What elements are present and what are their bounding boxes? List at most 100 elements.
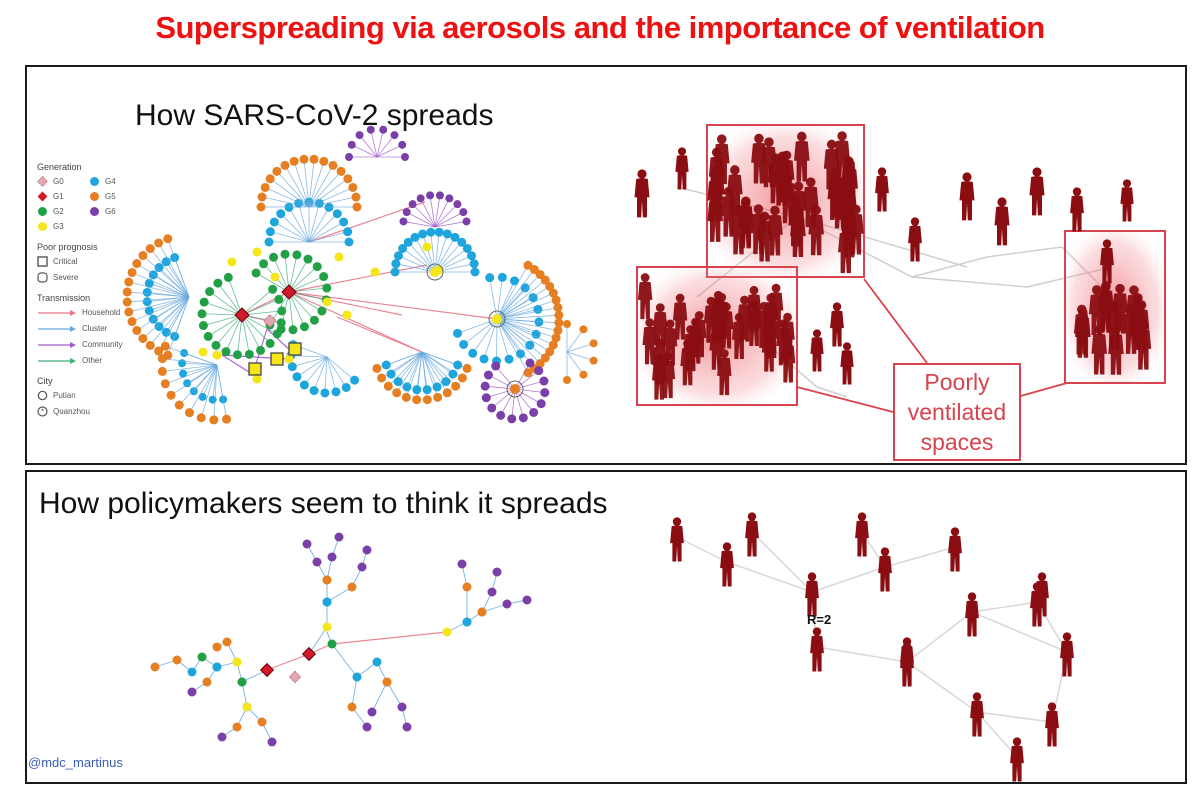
legend-generation-g2: G2 [37,206,85,217]
person-silhouette [1135,319,1152,370]
network-node [154,263,164,273]
network-node [132,325,142,335]
network-node [347,140,356,149]
putian-marker-icon [37,390,48,401]
person-silhouette [1108,324,1124,375]
network-node [198,321,208,331]
legend-prognosis-items: Critical Severe [37,256,137,283]
legend-transmission-title: Transmission [37,293,91,303]
network-node [453,200,462,209]
network-node [350,375,360,385]
network-node [536,399,546,409]
network-node [430,267,440,277]
network-node [312,557,322,567]
network-node [477,607,487,617]
person-silhouette [707,192,723,242]
person-silhouette [994,197,1010,246]
network-node [408,200,417,209]
network-node [453,328,463,338]
network-node [347,702,357,712]
network-node [292,372,302,382]
callout-line-1: Poorly [924,369,990,395]
network-node [244,349,254,359]
network-node [339,217,349,227]
bottom-panel: How policymakers seem to think it spread… [25,470,1187,784]
network-node [322,622,332,632]
network-node [352,672,362,682]
network-node [199,297,209,307]
network-legend: Generation G0 G4 G1 G5 G2 G6 G3 Poor prognosis… [37,162,137,422]
network-node [345,153,353,161]
network-node [397,702,407,712]
network-node [383,381,393,391]
network-node [331,387,341,397]
linear-spread-network-diagram [150,532,532,747]
person-silhouette [675,147,689,190]
network-node [319,272,329,282]
node-cluster [563,320,598,384]
network-node [402,208,411,217]
network-node [265,227,275,237]
legend-generation-g1: G1 [37,191,85,202]
network-node [272,166,282,176]
person-silhouette [1029,167,1045,216]
network-node [462,243,472,253]
network-node [142,297,152,307]
person-silhouette [672,293,688,340]
network-node [344,237,354,247]
network-node [187,687,197,697]
network-node [497,272,507,282]
network-node [390,131,399,140]
network-node [579,325,588,334]
network-node [545,281,555,291]
network-node [309,386,319,396]
network-node [442,627,452,637]
network-node [401,392,411,402]
network-node [145,244,155,254]
person-silhouette [793,131,810,182]
network-node [433,392,443,402]
person-silhouette [965,592,979,637]
network-node [403,237,413,247]
network-node [418,229,428,239]
network-node [355,131,364,140]
legend-generation-label: G4 [105,177,116,186]
person-silhouette [1035,572,1049,617]
network-node [280,160,290,170]
network-node [457,237,467,247]
bottom-panel-heading: How policymakers seem to think it spread… [39,487,608,520]
person-silhouette [1100,239,1114,284]
network-node [372,363,382,373]
network-node [492,567,502,577]
person-silhouette [778,150,795,201]
person-silhouette [652,338,667,385]
network-node [529,407,539,417]
network-node [481,393,491,403]
network-node [551,333,561,343]
network-node [462,217,471,226]
person-silhouette [802,177,819,228]
network-node [496,410,506,420]
person-silhouette [713,134,730,185]
network-node [589,356,598,365]
network-node [462,617,472,627]
network-node [435,191,444,200]
person-silhouette [660,352,676,399]
network-node [251,268,261,278]
network-node [441,377,451,387]
network-node [185,408,194,418]
legend-generation-label: G2 [53,207,64,216]
network-node [265,338,275,348]
person-silhouette [746,285,762,332]
legend-generation-items: G0 G4 G1 G5 G2 G6 G3 [37,176,137,232]
person-silhouette [1010,737,1024,782]
network-node [554,310,564,320]
network-node [362,722,372,732]
legend-city-label: Quanzhou [53,407,90,416]
network-node [522,595,532,605]
network-node [187,667,197,677]
legend-transmission-community: Community [37,339,137,350]
network-node [281,284,297,300]
legend-city-items: Putian * Quanzhou [37,390,137,417]
network-node [166,390,176,400]
